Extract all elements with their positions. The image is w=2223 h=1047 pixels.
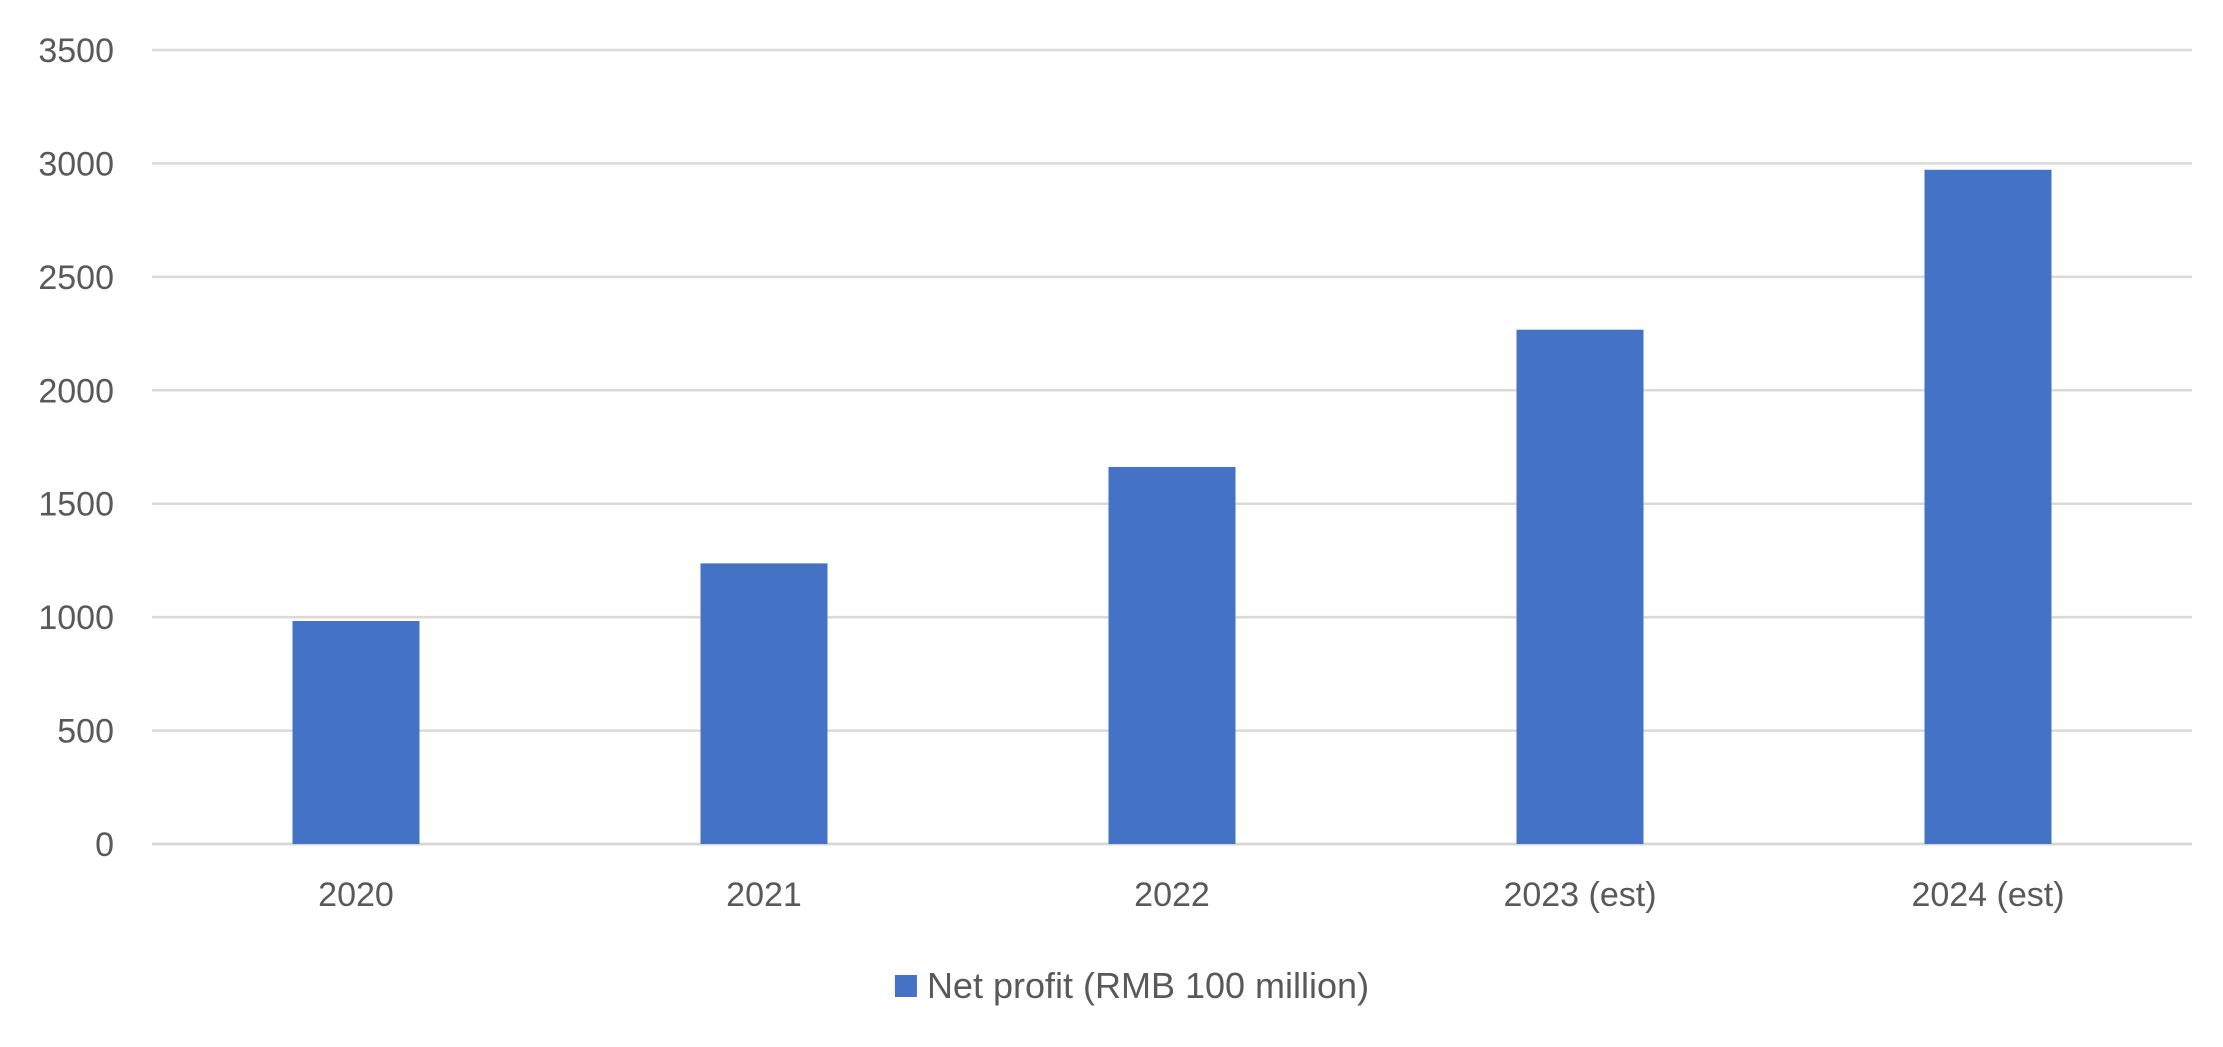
x-tick-label: 2024 (est): [1911, 876, 2064, 914]
bars: [292, 169, 2052, 844]
bar: [700, 563, 828, 844]
y-tick-label: 2500: [38, 259, 114, 297]
legend-swatch: [894, 975, 917, 997]
y-tick-label: 0: [95, 826, 114, 864]
bar: [1924, 169, 2052, 844]
y-axis-tick-labels: 0 500 1000 1500 2000 2500 3000 3500: [38, 32, 114, 864]
y-tick-label: 1500: [38, 486, 114, 524]
x-axis-tick-labels: 2020 2021 2022 2023 (est) 2024 (est): [318, 876, 2064, 914]
x-tick-label: 2020: [318, 876, 394, 914]
x-tick-label: 2023 (est): [1503, 876, 1656, 914]
bar: [1516, 329, 1644, 844]
gridlines: [152, 48, 2192, 846]
bar: [1108, 466, 1236, 844]
x-tick-label: 2021: [726, 876, 802, 914]
y-tick-label: 2000: [38, 372, 114, 410]
legend-label: Net profit (RMB 100 million): [927, 965, 1369, 1006]
y-tick-label: 1000: [38, 599, 114, 637]
bar: [292, 620, 420, 844]
legend: Net profit (RMB 100 million): [894, 965, 1369, 1006]
y-tick-label: 3500: [38, 32, 114, 70]
x-tick-label: 2022: [1134, 876, 1210, 914]
y-tick-label: 500: [57, 713, 114, 751]
y-tick-label: 3000: [38, 145, 114, 183]
